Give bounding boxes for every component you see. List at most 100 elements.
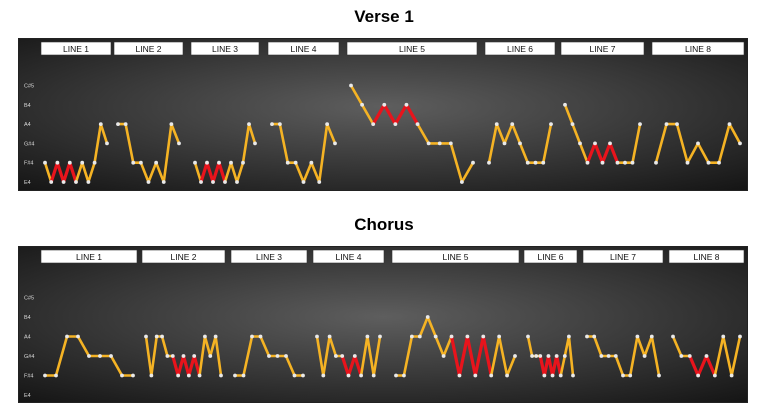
melody-segment [541, 122, 553, 164]
melody-segment [259, 335, 271, 358]
melody-segment [372, 335, 382, 377]
melody-segment-highlight [449, 334, 462, 378]
melody-segment-highlight [346, 354, 357, 378]
melody-segment [223, 161, 233, 184]
note-point [687, 354, 692, 358]
note-point [55, 160, 60, 165]
melody-segment [241, 122, 251, 164]
line-header-box [267, 41, 340, 56]
melody-segment [717, 122, 731, 164]
note-point [433, 334, 438, 339]
chart-background [19, 39, 747, 190]
note-point [664, 122, 669, 126]
melody-segment [675, 122, 689, 164]
note-point [54, 373, 58, 378]
melody-segment [460, 161, 475, 184]
line-header-box [560, 41, 645, 56]
line-header-label: LINE 4 [336, 252, 362, 262]
melody-segment [654, 122, 668, 164]
chorus-title: Chorus [354, 215, 414, 234]
line-header-box [523, 249, 578, 264]
note-point [193, 160, 197, 165]
melody-segment-highlight [217, 161, 227, 184]
note-point [558, 373, 563, 378]
note-point [706, 160, 711, 165]
melody-segment [349, 84, 364, 107]
melody-segment [713, 335, 725, 377]
note-point [98, 354, 102, 358]
note-point [65, 334, 69, 339]
note-point [197, 373, 202, 378]
note-point [277, 122, 282, 126]
melody-segment-highlight [192, 354, 202, 378]
note-point [415, 122, 420, 126]
verse-title: Verse 1 [354, 7, 414, 26]
note-point [199, 180, 203, 184]
line-header-label: LINE 8 [685, 44, 711, 54]
note-point [471, 160, 475, 165]
note-point [615, 160, 620, 165]
melody-segment [592, 335, 603, 358]
melody-segment-highlight [49, 161, 60, 184]
note-point [696, 141, 700, 146]
note-point [562, 354, 567, 358]
note-point [211, 180, 215, 184]
note-point [465, 334, 470, 339]
melody-segment [198, 335, 207, 377]
melody-segment-highlight [555, 354, 563, 378]
note-point [441, 354, 446, 358]
melody-segment [636, 335, 646, 358]
note-point [293, 160, 298, 165]
melody-segment [526, 335, 534, 358]
note-point [642, 354, 647, 358]
note-point [404, 102, 409, 107]
melody-segment [208, 335, 217, 358]
melody-segment [505, 354, 517, 377]
note-point [530, 354, 534, 358]
note-point [284, 354, 288, 358]
melody-segment [76, 335, 91, 358]
note-point [600, 160, 605, 165]
note-point [417, 334, 422, 339]
pitch-label: C#5 [24, 296, 34, 302]
note-point [685, 160, 690, 165]
melody-segment [328, 335, 338, 358]
note-point [550, 373, 555, 378]
melody-segment [426, 315, 437, 338]
note-point [161, 180, 166, 184]
note-point [352, 354, 357, 358]
note-point [549, 122, 553, 126]
melody-segment [144, 335, 153, 377]
melody-segment [147, 161, 158, 184]
melody-segment [310, 161, 321, 184]
melody-segment-highlight [481, 334, 493, 378]
melody-segment [294, 161, 305, 184]
melody-segment-highlight [181, 354, 191, 378]
note-point [621, 373, 625, 378]
note-point [534, 354, 539, 358]
note-point [606, 354, 611, 358]
melody-segment [54, 335, 69, 377]
note-point [149, 373, 154, 378]
pitch-label: G#4 [24, 354, 34, 360]
melody-segment [721, 335, 733, 377]
melody-segment [696, 142, 710, 164]
note-point [219, 373, 223, 378]
melody-segment [80, 161, 90, 184]
note-point [518, 141, 522, 146]
note-point [628, 373, 633, 378]
note-point [109, 354, 113, 358]
melody-segment [730, 335, 742, 377]
note-point [717, 160, 721, 165]
note-point [86, 180, 91, 184]
note-point [546, 354, 551, 358]
note-point [205, 160, 209, 165]
note-point [116, 122, 120, 126]
pitch-label: F#4 [24, 374, 33, 380]
note-point [542, 373, 547, 378]
note-point [192, 354, 197, 358]
melody-segment-highlight [61, 161, 72, 184]
note-point [448, 141, 453, 146]
note-point [675, 122, 679, 126]
melody-segment [631, 122, 642, 164]
